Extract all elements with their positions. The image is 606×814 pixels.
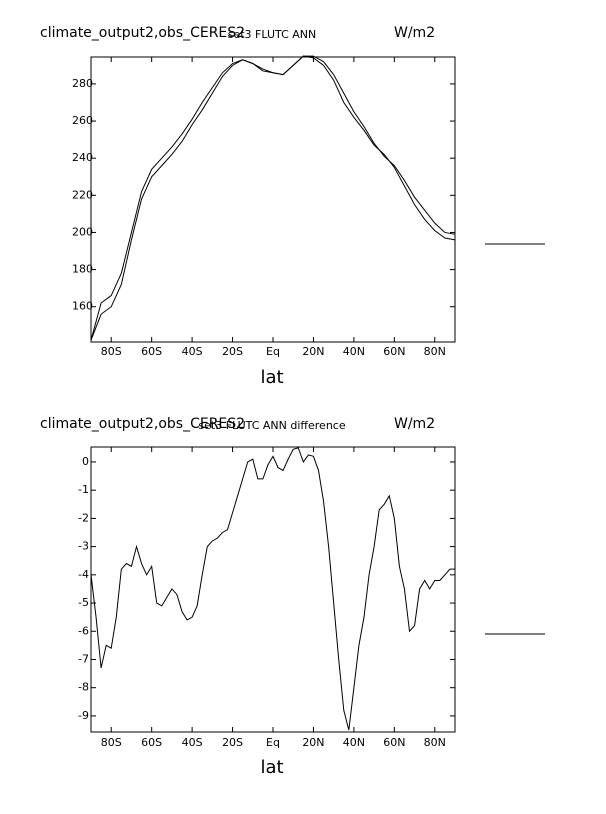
x-tick-label: Eq [266, 345, 280, 358]
y-tick-label: -3 [78, 540, 89, 553]
x-tick-label: 20S [222, 345, 243, 358]
chart-title: climate_output2,obs_CERES2 [40, 25, 245, 41]
x-tick-label: 80S [101, 736, 122, 749]
x-tick-label: 60N [383, 736, 405, 749]
y-tick-label: -1 [78, 483, 89, 496]
y-tick-label: -9 [78, 709, 89, 722]
y-tick-label: -8 [78, 681, 89, 694]
x-tick-label: 60S [141, 345, 162, 358]
y-tick-label: 280 [72, 77, 93, 90]
data-line [90, 447, 455, 731]
x-tick-label: 20N [302, 345, 324, 358]
plot-frame [90, 56, 456, 343]
y-tick-label: 240 [72, 151, 93, 164]
y-tick-label: -7 [78, 652, 89, 665]
x-tick-label: 60N [383, 345, 405, 358]
data-line [90, 55, 456, 341]
y-tick-label: 220 [72, 188, 93, 201]
y-tick-label: -4 [78, 568, 89, 581]
x-tick-label: 20N [302, 736, 324, 749]
y-tick-label: -2 [78, 511, 89, 524]
y-tick-label: -6 [78, 624, 89, 637]
y-tick-label: 0 [82, 455, 89, 468]
x-axis-label: lat [260, 367, 283, 388]
units: W/m2 [394, 25, 435, 41]
x-tick-label: 80S [101, 345, 122, 358]
x-tick-label: 40N [343, 736, 365, 749]
x-tick-label: 40S [182, 345, 203, 358]
x-tick-label: 80N [424, 345, 446, 358]
plot-frame [90, 446, 456, 733]
x-tick-label: 20S [222, 736, 243, 749]
x-tick-label: Eq [266, 736, 280, 749]
x-tick-label: 80N [424, 736, 446, 749]
y-tick-label: 260 [72, 114, 93, 127]
data-line [90, 55, 456, 341]
y-tick-label: -5 [78, 596, 89, 609]
y-tick-label: 200 [72, 225, 93, 238]
units: W/m2 [394, 416, 435, 432]
y-tick-label: 180 [72, 263, 93, 276]
x-tick-label: 60S [141, 736, 162, 749]
chart-title: climate_output2,obs_CERES2 [40, 416, 245, 432]
y-tick-label: 160 [72, 300, 93, 313]
chart-subtitle: set3 FLUTC ANN difference [198, 419, 345, 432]
x-tick-label: 40N [343, 345, 365, 358]
x-tick-label: 40S [182, 736, 203, 749]
chart-subtitle: set3 FLUTC ANN [228, 28, 317, 41]
x-axis-label: lat [260, 757, 283, 778]
